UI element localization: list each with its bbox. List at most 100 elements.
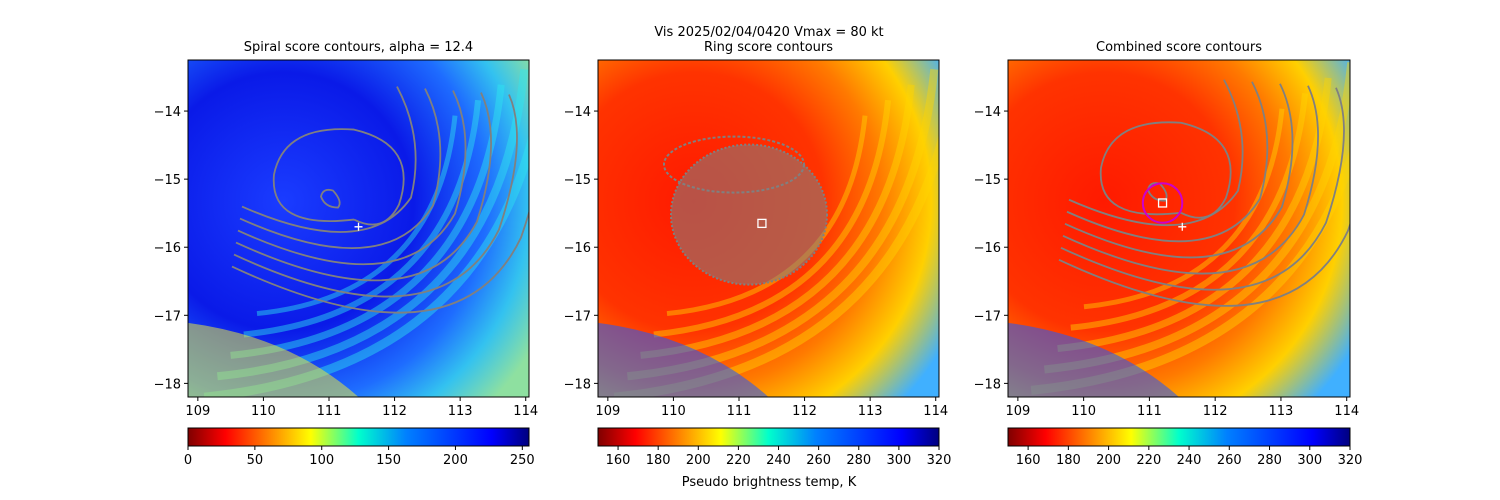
y-tick-label: −18: [154, 377, 181, 392]
x-tick-label: 111: [727, 404, 752, 419]
panel-3: Combined score contours 109 110 111 112 113 11…: [974, 40, 1363, 468]
colorbar-tick-label: 180: [1056, 453, 1081, 468]
colorbar-tick-label: 260: [1217, 453, 1242, 468]
satellite-image: [1008, 60, 1350, 397]
x-tick-label: 112: [792, 404, 817, 419]
colorbar-tick-label: 280: [846, 453, 871, 468]
score-contour: [231, 209, 529, 314]
x-tick-label: 112: [1203, 404, 1228, 419]
y-tick-label: −17: [974, 309, 1001, 324]
cloud-band: [1070, 93, 1309, 331]
ring-fit-circle: [1141, 182, 1184, 224]
colorbar-tick-label: 240: [1177, 453, 1202, 468]
y-tick-label: −16: [564, 241, 591, 256]
x-tick-label: 114: [513, 404, 538, 419]
y-tick-label: −16: [154, 241, 181, 256]
score-contour: [239, 88, 442, 249]
panel-title: Combined score contours: [1096, 40, 1262, 55]
suptitle: Vis 2025/02/04/0420 Vmax = 80 kt: [654, 25, 883, 40]
x-tick-label: 111: [317, 404, 342, 419]
panel-title: Ring score contours: [704, 40, 833, 55]
x-tick-label: 112: [382, 404, 407, 419]
y-tick-label: −14: [974, 105, 1001, 120]
colorbar-tick-label: 300: [886, 453, 911, 468]
panels: Spiral score contours, alpha = 12.4 109 11…: [154, 40, 1363, 468]
y-tick-label: −15: [564, 173, 591, 188]
x-tick-label: 110: [661, 404, 686, 419]
score-contour: [1058, 221, 1350, 307]
colorbar-tick-label: 180: [646, 453, 671, 468]
colorbar: [597, 427, 940, 447]
colorbar-tick-label: 220: [1136, 453, 1161, 468]
x-tick-label: 110: [251, 404, 276, 419]
colorbar-tick-label: 200: [1096, 453, 1121, 468]
colorbar-tick-label: 160: [606, 453, 631, 468]
colorbar-tick-label: 320: [1338, 453, 1363, 468]
y-tick-label: −17: [154, 309, 181, 324]
cloud-band: [653, 99, 892, 338]
score-contour: [272, 128, 405, 226]
x-tick-label: 114: [1334, 404, 1359, 419]
y-tick-label: −15: [154, 173, 181, 188]
score-contour: [237, 90, 467, 266]
score-contour: [320, 188, 341, 209]
score-contour: [1064, 83, 1294, 259]
score-contour: [241, 86, 417, 233]
y-tick-label: −17: [564, 309, 591, 324]
y-tick-label: −18: [564, 377, 591, 392]
score-contour: [1066, 81, 1269, 243]
y-tick-label: −14: [564, 105, 591, 120]
score-contour: [233, 94, 518, 298]
ring-contour-region: [662, 135, 805, 194]
clear-patch: [188, 322, 359, 397]
colorbar-tick-label: 300: [1297, 453, 1322, 468]
clear-patch: [598, 322, 769, 397]
colorbar-tick-label: 200: [686, 453, 711, 468]
colorbar-tick-label: 150: [376, 453, 401, 468]
x-tick-label: 111: [1137, 404, 1162, 419]
x-tick-label: 113: [1269, 404, 1294, 419]
clear-patch: [1008, 322, 1179, 397]
center-square-marker: [757, 218, 767, 229]
colorbar-tick-label: 240: [766, 453, 791, 468]
x-tick-label: 109: [595, 404, 620, 419]
score-contour: [1147, 182, 1168, 202]
satellite-image: [598, 60, 939, 397]
satellite-image: [188, 60, 529, 397]
colorbar-label: Pseudo brightness temp, K: [682, 475, 857, 490]
score-contour: [1062, 85, 1319, 275]
colorbar-tick-label: 50: [247, 453, 264, 468]
colorbar-tick-label: 320: [927, 453, 952, 468]
colorbar-tick-label: 260: [806, 453, 831, 468]
cloud-band: [640, 84, 915, 359]
cloud-band: [243, 99, 482, 338]
colorbar: [1007, 427, 1351, 447]
score-contour: [1060, 87, 1345, 291]
x-tick-label: 110: [1071, 404, 1096, 419]
y-tick-label: −14: [154, 105, 181, 120]
y-tick-label: −18: [974, 377, 1001, 392]
y-tick-label: −15: [974, 173, 1001, 188]
y-tick-label: −16: [974, 241, 1001, 256]
colorbar-tick-label: 160: [1016, 453, 1041, 468]
panel-2: Ring score contours 109 110 111 112 113 114 −14…: [564, 40, 952, 468]
panel-1: Spiral score contours, alpha = 12.4 109 11…: [154, 40, 539, 468]
x-tick-label: 109: [185, 404, 210, 419]
axes-frame: [187, 59, 530, 398]
x-tick-label: 113: [858, 404, 883, 419]
center-square-marker: [1157, 198, 1168, 208]
axes-frame: [597, 59, 940, 398]
plus-marker: [1178, 222, 1187, 231]
colorbar-tick-label: 0: [184, 453, 192, 468]
x-tick-label: 114: [923, 404, 948, 419]
colorbar-tick-label: 100: [309, 453, 334, 468]
ring-contour-region: [669, 143, 828, 286]
colorbar-tick-label: 280: [1257, 453, 1282, 468]
score-contour: [235, 92, 492, 282]
plus-marker: [354, 222, 363, 231]
score-contour: [1099, 121, 1232, 219]
colorbar-tick-label: 200: [443, 453, 468, 468]
score-contour: [1068, 79, 1244, 227]
colorbar-tick-label: 220: [726, 453, 751, 468]
